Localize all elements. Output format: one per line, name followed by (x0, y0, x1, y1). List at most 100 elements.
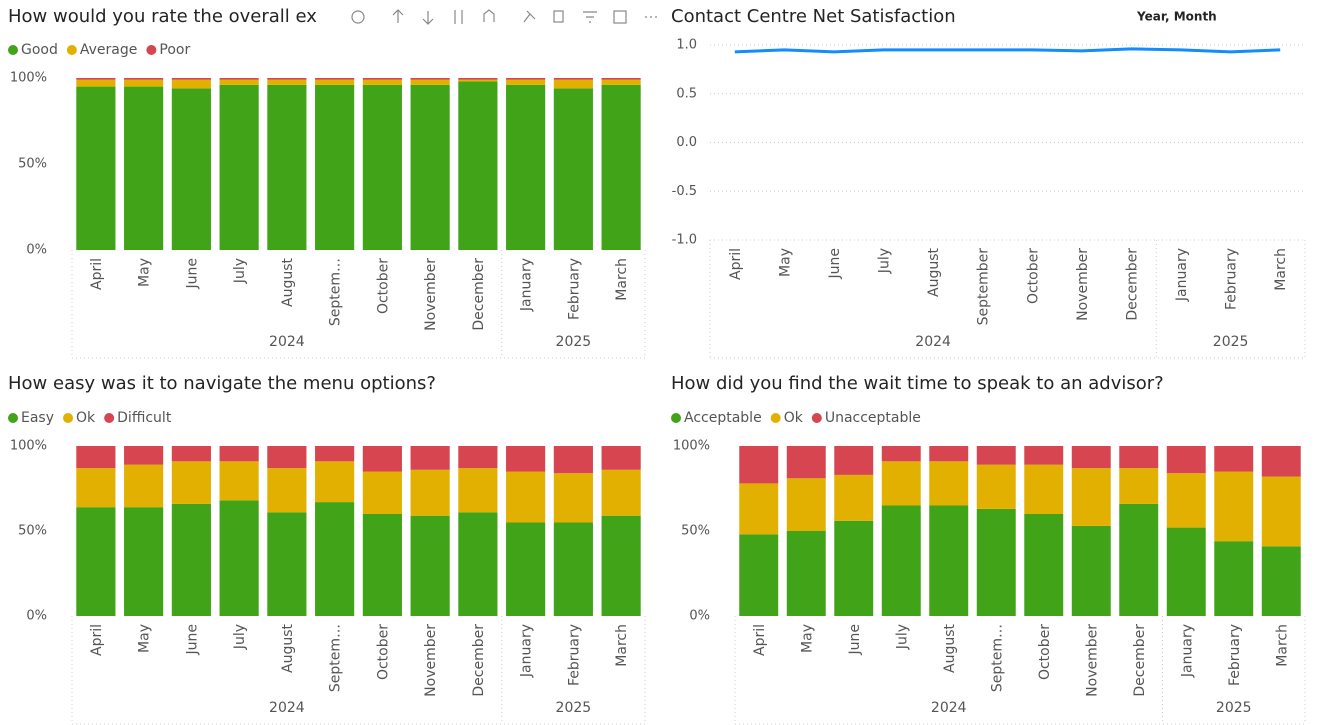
year-label: 2024 (931, 700, 967, 716)
x-tick-label: June (184, 258, 200, 290)
x-tick-label: January (519, 624, 535, 678)
chart-title: How easy was it to navigate the menu opt… (8, 373, 436, 394)
pin-icon[interactable] (523, 10, 536, 23)
year-label: 2024 (915, 334, 951, 350)
bar-segment (76, 446, 116, 469)
bar-segment (739, 446, 779, 484)
x-tick-label: Septem… (328, 624, 344, 692)
toolbar (322, 2, 660, 30)
expand-icon[interactable] (483, 9, 495, 22)
legend-label: Ok (76, 410, 96, 426)
y-tick-label: 0.0 (676, 135, 697, 150)
bar-segment (881, 461, 921, 506)
bar-segment (458, 81, 498, 250)
bar-segment (76, 86, 116, 250)
bar-segment (458, 468, 498, 513)
bar-segment (124, 79, 164, 87)
bar-segment (1214, 446, 1254, 472)
bar-segment (1119, 446, 1159, 469)
bar-segment (458, 78, 498, 80)
bar-segment (1071, 468, 1111, 526)
bar-segment (506, 446, 546, 472)
sort-down-icon[interactable] (422, 11, 434, 25)
x-tick-label: December (1124, 248, 1140, 321)
bar-segment (171, 88, 211, 250)
x-tick-label: November (1075, 248, 1091, 321)
legend-swatch (66, 45, 77, 55)
x-tick-label: July (232, 624, 248, 650)
x-tick-label: June (827, 248, 843, 280)
bar-segment (315, 502, 355, 616)
y-tick-label: 0% (26, 609, 47, 624)
bar-segment (601, 469, 641, 516)
x-tick-label: February (1227, 624, 1243, 686)
legend-label: Good (21, 42, 58, 58)
bar-segment (410, 446, 450, 470)
bar-segment (458, 79, 498, 82)
bar-segment (315, 79, 355, 85)
bar-segment (1166, 446, 1206, 474)
x-tick-label: August (926, 247, 942, 297)
bar-segment (362, 514, 402, 616)
bar-segment (553, 79, 593, 89)
legend-swatch (811, 413, 822, 423)
bar-segment (553, 88, 593, 250)
bar-segment (315, 84, 355, 250)
bar-segment (267, 78, 307, 80)
x-tick-label: March (614, 258, 630, 301)
bar-segment (1071, 446, 1111, 469)
bar-segment (219, 446, 259, 462)
sort-up-icon[interactable] (392, 9, 404, 23)
chart-title: Contact Centre Net Satisfaction (671, 6, 956, 27)
bar-segment (124, 446, 164, 465)
bar-segment (124, 464, 164, 508)
bar-segment (219, 79, 259, 85)
bar-segment (976, 508, 1016, 616)
bar-segment (171, 503, 211, 616)
bar-segment (506, 79, 546, 85)
bar-segment (458, 512, 498, 616)
x-tick-label: July (877, 248, 893, 274)
x-tick-label: February (566, 624, 582, 686)
drill-icon[interactable] (454, 10, 463, 24)
x-tick-label: February (1224, 248, 1240, 310)
filter-icon[interactable] (583, 11, 597, 23)
bar-segment (506, 471, 546, 523)
info-icon[interactable] (351, 10, 365, 24)
chart-title: How did you find the wait time to speak … (671, 373, 1164, 394)
y-tick-label: 100% (10, 439, 47, 454)
legend-label: Average (80, 42, 138, 58)
x-tick-label: October (375, 258, 391, 314)
bar-segment (219, 461, 259, 501)
focus-icon[interactable] (613, 10, 627, 24)
x-tick-label: February (566, 258, 582, 320)
x-tick-label: March (614, 624, 630, 667)
y-tick-label: -1.0 (672, 233, 697, 248)
bar-segment (267, 446, 307, 469)
x-tick-label: January (1179, 624, 1195, 678)
x-tick-label: August (280, 623, 296, 673)
bar-segment (834, 446, 874, 475)
bar-segment (76, 78, 116, 80)
bar-segment (362, 78, 402, 80)
bar-segment (1024, 446, 1064, 465)
bar-segment (315, 78, 355, 80)
bar-segment (362, 446, 402, 472)
bar-segment (1071, 525, 1111, 616)
x-tick-label: May (777, 248, 793, 277)
bar-segment (601, 515, 641, 616)
copy-icon[interactable] (553, 10, 564, 23)
bar-segment (1261, 446, 1301, 477)
bar-segment (410, 78, 450, 80)
bar-segment (786, 478, 826, 531)
x-tick-label: May (799, 624, 815, 653)
bar-segment (1214, 541, 1254, 616)
bar-segment (553, 522, 593, 616)
x-tick-label: April (89, 624, 105, 656)
bar-segment (76, 79, 116, 87)
bar-segment (506, 522, 546, 616)
bar-segment (1119, 468, 1159, 504)
year-label: 2025 (556, 700, 592, 716)
bar-segment (267, 512, 307, 616)
